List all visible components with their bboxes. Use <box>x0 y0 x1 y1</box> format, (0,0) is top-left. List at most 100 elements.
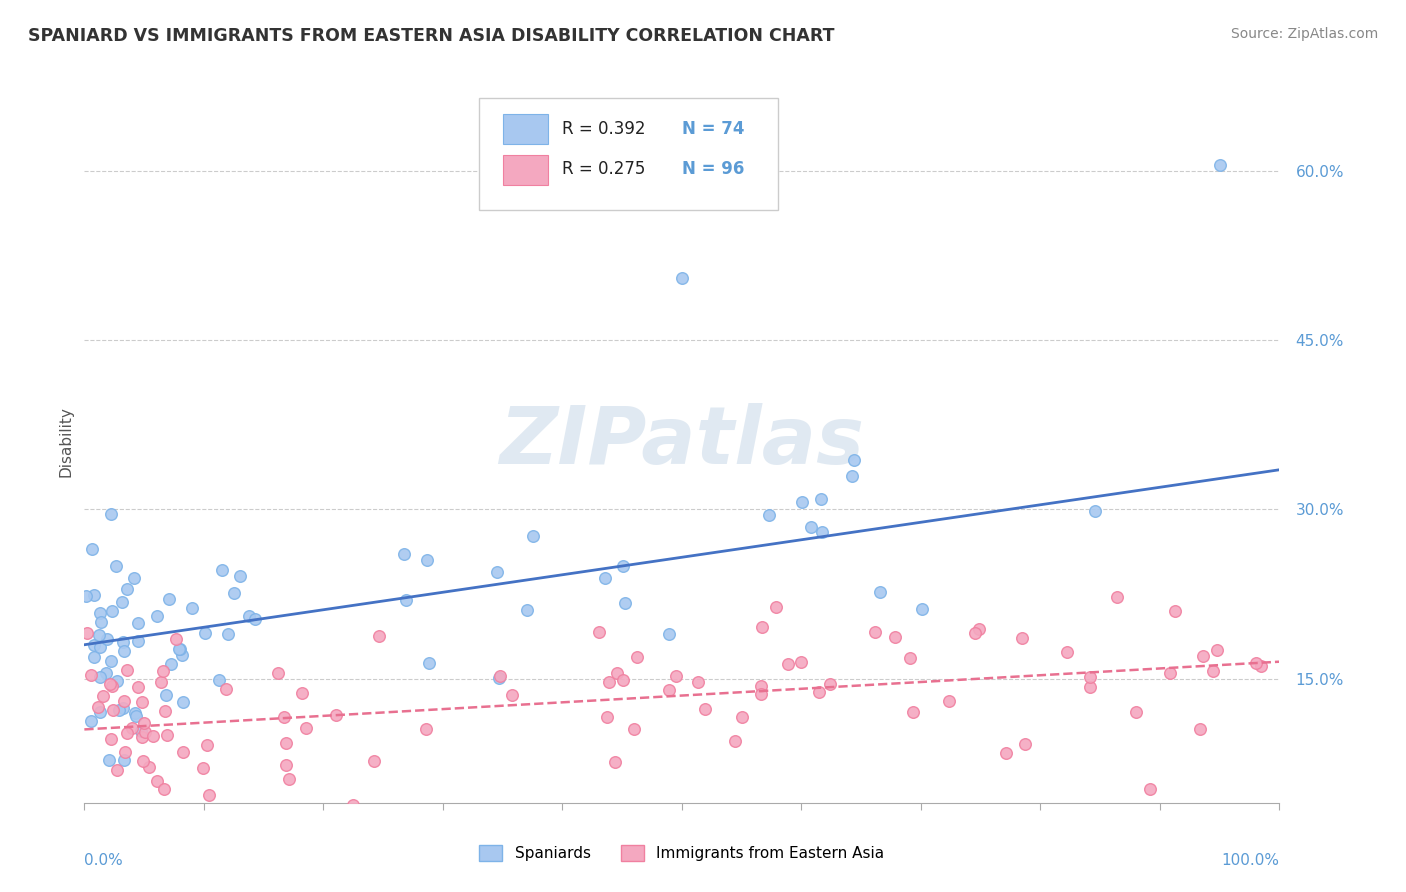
Point <box>291 686 314 700</box>
Point <box>197 739 219 753</box>
FancyBboxPatch shape <box>503 154 548 185</box>
Point <box>800 519 823 533</box>
Point <box>108 703 131 717</box>
Point <box>87 628 110 642</box>
Point <box>146 774 169 789</box>
Point <box>127 616 149 631</box>
Point <box>807 685 830 699</box>
Point <box>134 725 156 739</box>
Point <box>122 571 145 585</box>
Point <box>1014 737 1036 751</box>
FancyBboxPatch shape <box>479 98 778 211</box>
Point <box>1139 781 1161 796</box>
Point <box>841 468 863 483</box>
Point <box>898 651 921 665</box>
Point <box>1078 670 1101 684</box>
Point <box>211 563 233 577</box>
Point <box>181 600 204 615</box>
Point <box>117 725 139 739</box>
Point <box>657 627 679 641</box>
Point <box>612 673 634 687</box>
Point <box>124 706 146 720</box>
Point <box>155 688 177 702</box>
Point <box>111 701 134 715</box>
Point <box>488 671 510 685</box>
Point <box>657 682 679 697</box>
Point <box>149 675 172 690</box>
Point <box>132 716 155 731</box>
Text: Source: ZipAtlas.com: Source: ZipAtlas.com <box>1230 27 1378 41</box>
Point <box>789 655 811 669</box>
Point <box>90 615 112 629</box>
Point <box>243 612 266 626</box>
Point <box>145 609 167 624</box>
Point <box>101 604 124 618</box>
Point <box>194 626 217 640</box>
Point <box>901 705 924 719</box>
Point <box>105 674 128 689</box>
Point <box>1125 705 1147 719</box>
Point <box>100 507 122 521</box>
Point <box>101 679 124 693</box>
Point <box>156 728 179 742</box>
Point <box>100 654 122 668</box>
Point <box>111 634 134 648</box>
Point <box>842 453 865 467</box>
Point <box>995 746 1018 760</box>
Point <box>83 638 105 652</box>
Point <box>749 687 772 701</box>
Point <box>1192 649 1215 664</box>
Point <box>613 596 636 610</box>
Point <box>593 571 616 585</box>
Point <box>811 525 834 540</box>
Point <box>612 558 634 573</box>
FancyBboxPatch shape <box>503 113 548 144</box>
Point <box>1189 723 1212 737</box>
Point <box>167 641 190 656</box>
Point <box>1244 656 1267 670</box>
Point <box>416 553 439 567</box>
Point <box>155 705 177 719</box>
Point <box>89 606 111 620</box>
Point <box>125 709 148 723</box>
Point <box>883 630 905 644</box>
Y-axis label: Disability: Disability <box>58 406 73 477</box>
Point <box>197 789 219 803</box>
Point <box>765 600 787 615</box>
Point <box>938 694 960 708</box>
Point <box>132 755 155 769</box>
Point <box>368 629 391 643</box>
Text: 100.0%: 100.0% <box>1222 854 1279 869</box>
Point <box>238 609 260 624</box>
Point <box>869 584 891 599</box>
Point <box>392 547 415 561</box>
Point <box>131 695 153 709</box>
Point <box>1084 504 1107 518</box>
Point <box>730 710 752 724</box>
Point <box>208 673 231 688</box>
Point <box>598 675 620 690</box>
Point <box>1056 645 1078 659</box>
Point <box>325 708 347 723</box>
Point <box>758 508 780 522</box>
Point <box>688 674 710 689</box>
Point <box>83 589 105 603</box>
Point <box>100 677 122 691</box>
Point <box>273 710 295 724</box>
Point <box>790 495 813 509</box>
Text: N = 96: N = 96 <box>682 161 744 178</box>
Point <box>89 670 111 684</box>
Point <box>626 649 648 664</box>
Point <box>1164 605 1187 619</box>
Point <box>91 689 114 703</box>
Point <box>193 761 215 775</box>
Point <box>1011 631 1033 645</box>
Point <box>112 644 135 658</box>
Point <box>665 669 688 683</box>
Point <box>112 753 135 767</box>
Point <box>152 664 174 678</box>
Point <box>89 705 111 719</box>
Point <box>97 753 120 767</box>
Point <box>115 663 138 677</box>
Point <box>222 586 245 600</box>
